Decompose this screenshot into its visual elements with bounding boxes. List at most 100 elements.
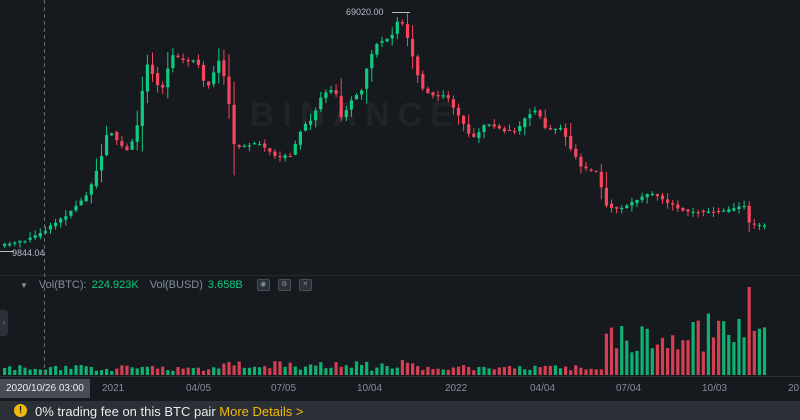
volume-legend: ▼ Vol(BTC): 224.923K Vol(BUSD) 3.658B ◉ …	[20, 279, 312, 291]
candle-body	[84, 195, 88, 202]
candle-body	[451, 99, 455, 108]
volume-bar	[64, 365, 68, 375]
volume-bar	[278, 361, 282, 375]
x-tick-label: 2022	[445, 383, 468, 394]
candle-body	[23, 241, 27, 243]
volume-bar	[3, 367, 7, 375]
volume-bar	[492, 369, 496, 375]
candlestick-chart[interactable]	[0, 0, 800, 377]
candle-body	[99, 156, 104, 171]
volume-bar	[543, 365, 547, 375]
vol-busd-label: Vol(BUSD)	[149, 279, 203, 291]
volume-bar	[655, 344, 659, 375]
candle-body	[436, 95, 440, 97]
more-details-link[interactable]: More Details >	[219, 404, 304, 419]
x-tick-label: 04/04	[530, 383, 556, 394]
candle-body	[74, 205, 78, 211]
candle-body	[737, 206, 741, 210]
candle-body	[671, 203, 675, 205]
candle-body	[115, 131, 119, 141]
warning-icon: !	[14, 404, 27, 418]
volume-bar	[201, 370, 206, 375]
volume-bar	[380, 363, 384, 375]
volume-bar	[660, 337, 665, 375]
candle-body	[696, 212, 700, 214]
candle-body	[48, 225, 53, 230]
x-tick-label: 04/05	[186, 383, 212, 394]
candle-body	[666, 199, 670, 203]
volume-bar	[115, 368, 119, 375]
candle-body	[487, 124, 491, 126]
candle-body	[319, 97, 323, 110]
eye-icon[interactable]: ◉	[256, 279, 270, 291]
candle-body	[161, 84, 165, 88]
volume-bar	[43, 369, 47, 375]
volume-bar	[390, 368, 394, 375]
volume-bar	[650, 348, 654, 375]
candle-body	[94, 170, 98, 187]
candle-body	[655, 194, 659, 197]
candle-body	[191, 60, 195, 62]
volume-bar	[186, 367, 190, 375]
volume-bar	[242, 367, 246, 375]
expand-panel-button[interactable]: ›	[0, 310, 8, 336]
volume-bar	[691, 322, 695, 375]
candle-body	[400, 21, 404, 24]
volume-bar	[523, 369, 527, 375]
candle-body	[380, 41, 384, 43]
candle-body	[416, 56, 420, 76]
volume-bar	[145, 366, 149, 375]
candle-body	[303, 124, 308, 131]
volume-bar	[140, 366, 144, 375]
candle-body	[553, 128, 557, 131]
candle-body	[18, 240, 22, 243]
collapse-volume-icon[interactable]: ▼	[20, 280, 28, 290]
candle-body	[293, 143, 297, 155]
volume-bar	[84, 366, 88, 375]
candle-body	[54, 222, 58, 227]
volume-bar	[176, 367, 180, 375]
volume-bar	[349, 367, 353, 375]
candle-body	[370, 53, 374, 69]
candle-body	[43, 230, 47, 234]
candle-body	[8, 243, 12, 246]
volume-bar	[365, 361, 369, 375]
candle-body	[513, 130, 517, 133]
volume-bar	[528, 369, 532, 375]
volume-bar	[615, 348, 619, 375]
volume-bar	[609, 327, 614, 375]
volume-bar	[79, 365, 83, 375]
volume-bar	[395, 367, 399, 375]
volume-bar	[451, 367, 455, 375]
volume-bar	[462, 365, 466, 375]
volume-bar	[385, 366, 389, 375]
candle-body	[309, 120, 313, 125]
candle-body	[181, 58, 185, 61]
volume-bar	[268, 368, 272, 375]
candle-body	[574, 148, 578, 157]
candle-body	[38, 233, 42, 237]
volume-bar	[441, 369, 445, 375]
settings-icon[interactable]: ⚙	[277, 279, 291, 291]
volume-bar	[247, 367, 251, 375]
volume-bar	[303, 366, 308, 375]
volume-bar	[273, 361, 277, 375]
volume-bar	[635, 350, 639, 375]
candle-body	[390, 34, 394, 39]
candle-body	[252, 143, 257, 145]
close-icon[interactable]: ✕	[298, 279, 312, 291]
volume-bar	[594, 369, 598, 375]
candle-body	[339, 95, 343, 118]
volume-bar	[630, 352, 634, 375]
candle-body	[660, 195, 665, 200]
candle-body	[395, 21, 399, 34]
candle-body	[691, 211, 695, 213]
volume-bar	[701, 351, 705, 375]
candle-body	[278, 156, 282, 158]
volume-bar	[487, 368, 491, 375]
vol-busd-value: 3.658B	[207, 279, 243, 291]
volume-bar	[89, 366, 93, 375]
candle-body	[28, 237, 32, 240]
volume-bar	[309, 364, 313, 375]
candle-body	[609, 203, 614, 208]
